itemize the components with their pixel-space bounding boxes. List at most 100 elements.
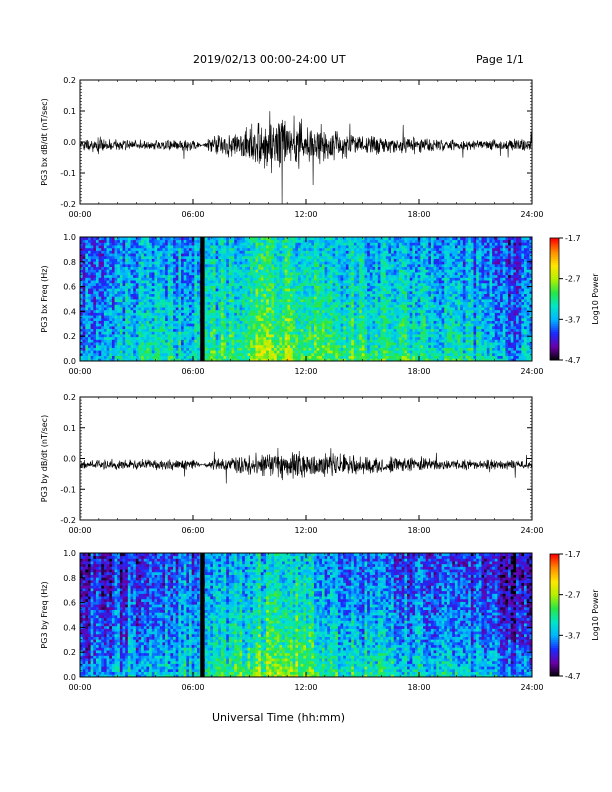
panel-4-colorbar-swatch xyxy=(550,659,559,663)
panel-2-spectrogram-cells xyxy=(80,237,533,362)
panel-4-colorbar-swatch xyxy=(550,639,559,642)
panel-4-colorbar-swatch xyxy=(550,592,559,596)
panel-4-colorbar-swatch xyxy=(550,610,559,614)
panel-1-series-line xyxy=(80,111,532,204)
panel-2-colorbar-swatch xyxy=(550,353,559,357)
panel-4-ytick-label: 0.4 xyxy=(63,623,76,632)
panel-2-colorbar-swatch xyxy=(550,331,559,335)
panel-4-colorbar-swatch xyxy=(550,621,559,624)
panel-2-colorbar-swatch xyxy=(550,341,559,345)
panel-4-xtick-label: 00:00 xyxy=(68,683,91,692)
panel-2-colorbar-swatch xyxy=(550,307,559,310)
panel-1-xtick-label: 00:00 xyxy=(68,210,91,219)
panel-3-xtick-label: 18:00 xyxy=(407,526,430,535)
panel-4-colorbar-swatch xyxy=(550,671,559,675)
panel-2-colorbar-swatch xyxy=(550,296,559,300)
panel-4-colorbar-swatch xyxy=(550,576,559,579)
panel-4-colorbar-swatch xyxy=(550,594,559,598)
panel-4-colorbar-swatch xyxy=(550,673,559,677)
panel-1-ytick-label: 0.2 xyxy=(63,76,76,85)
header-date-range: 2019/02/13 00:00-24:00 UT xyxy=(193,53,346,66)
panel-4-colorbar-swatch xyxy=(550,635,559,638)
panel-4-xtick-label: 12:00 xyxy=(294,683,317,692)
panel-4-colorbar-swatch xyxy=(550,586,559,590)
panel-2-colorbar-swatch xyxy=(550,252,559,255)
panel-2-colorbar-title: Log10 Power xyxy=(591,273,600,325)
panel-2-data-gap xyxy=(200,237,205,361)
panel-3-ytick-label: 0.0 xyxy=(63,455,76,464)
panel-2-colorbar-swatch xyxy=(550,339,559,343)
panel-4-colorbar-swatch xyxy=(550,651,559,655)
panel-4-colorbar-swatch xyxy=(550,604,559,608)
panel-4-colorbar-swatch xyxy=(550,627,559,630)
panel-2-colorbar-tick-label: -4.7 xyxy=(565,356,581,365)
header-page-number: Page 1/1 xyxy=(476,53,524,66)
panel-2-xtick-label: 12:00 xyxy=(294,367,317,376)
panel-2-xtick-label: 06:00 xyxy=(181,367,204,376)
panel-2-colorbar-swatch xyxy=(550,349,559,353)
panel-2-colorbar-swatch xyxy=(550,335,559,339)
panel-2-colorbar-swatch xyxy=(550,284,559,288)
panel-4-colorbar-swatch xyxy=(550,558,559,561)
panel-4-ytick-label: 0.6 xyxy=(63,599,76,608)
panel-2-colorbar-swatch xyxy=(550,345,559,349)
panel-4-spectrogram-cells xyxy=(80,553,533,678)
panel-2-colorbar-swatch xyxy=(550,242,559,245)
panel-4-ylabel: PG3 by Freq (Hz) xyxy=(40,581,49,648)
panel-4-colorbar-swatch xyxy=(550,643,559,646)
panel-2-colorbar-swatch xyxy=(550,313,559,316)
panel-2-colorbar-swatch xyxy=(550,286,559,290)
panel-4-colorbar-swatch xyxy=(550,608,559,612)
panel-2-colorbar-swatch xyxy=(550,343,559,347)
panel-4-colorbar-swatch xyxy=(550,596,559,600)
panel-4-ytick-label: 0.0 xyxy=(63,673,76,682)
panel-2-colorbar-swatch xyxy=(550,258,559,261)
panel-4-colorbar-swatch xyxy=(550,580,559,583)
panel-4-colorbar-swatch xyxy=(550,606,559,610)
panel-4-colorbar-tick-label: -1.7 xyxy=(565,550,581,559)
panel-2-colorbar-swatch xyxy=(550,244,559,247)
panel-4-colorbar-swatch xyxy=(550,566,559,569)
panel-4-colorbar-tick-label: -2.7 xyxy=(565,591,581,600)
panel-2-colorbar-swatch xyxy=(550,327,559,330)
panel-2-colorbar-swatch xyxy=(550,262,559,265)
panel-2-ytick-label: 0.2 xyxy=(63,332,76,341)
panel-2-ylabel: PG3 bx Freq (Hz) xyxy=(40,265,49,332)
panel-2-colorbar-swatch xyxy=(550,347,559,351)
panel-4-colorbar-swatch xyxy=(550,584,559,588)
panel-3-xtick-label: 24:00 xyxy=(520,526,543,535)
panel-2-colorbar-swatch xyxy=(550,268,559,272)
panel-4-data-gap xyxy=(200,553,205,677)
panel-4-colorbar-swatch xyxy=(550,600,559,604)
panel-2-xtick-label: 24:00 xyxy=(520,367,543,376)
panel-2-colorbar-swatch xyxy=(550,333,559,337)
panel-4-colorbar-swatch xyxy=(550,645,559,649)
panel-2-colorbar-swatch xyxy=(550,240,559,243)
panel-4-colorbar-swatch xyxy=(550,655,559,659)
panel-4-colorbar-swatch xyxy=(550,625,559,628)
panel-2-colorbar-swatch xyxy=(550,355,559,359)
panel-3-ylabel: PG3 by dB/dt (nT/sec) xyxy=(40,415,49,502)
panel-3-ytick-label: 0.1 xyxy=(63,424,76,433)
panel-4-xtick-label: 18:00 xyxy=(407,683,430,692)
panel-2-colorbar-tick-label: -3.7 xyxy=(565,315,581,324)
panel-2-xtick-label: 00:00 xyxy=(68,367,91,376)
panel-1-ylabel: PG3 bx dB/dt (nT/sec) xyxy=(40,98,49,185)
panel-2-xtick-label: 18:00 xyxy=(407,367,430,376)
panel-2-colorbar-swatch xyxy=(550,256,559,259)
panel-4-colorbar-swatch xyxy=(550,590,559,594)
panel-4-colorbar-swatch xyxy=(550,637,559,640)
panel-4-colorbar-swatch xyxy=(550,578,559,581)
panel-2-colorbar-frame xyxy=(549,237,560,361)
panel-2-colorbar-swatch xyxy=(550,266,559,269)
panel-2-colorbar-tick-label: -2.7 xyxy=(565,275,581,284)
panel-4-colorbar-swatch xyxy=(550,629,559,632)
panel-2-colorbar-swatch xyxy=(550,254,559,257)
panel-2-ytick-label: 0.0 xyxy=(63,357,76,366)
panel-3-ytick-label: -0.1 xyxy=(60,485,76,494)
panel-2-colorbar-swatch xyxy=(550,274,559,278)
panel-4-colorbar-swatch xyxy=(550,562,559,565)
panel-3-xtick-label: 06:00 xyxy=(181,526,204,535)
panel-4-colorbar-swatch xyxy=(550,588,559,592)
panel-4-colorbar-tick-label: -3.7 xyxy=(565,631,581,640)
